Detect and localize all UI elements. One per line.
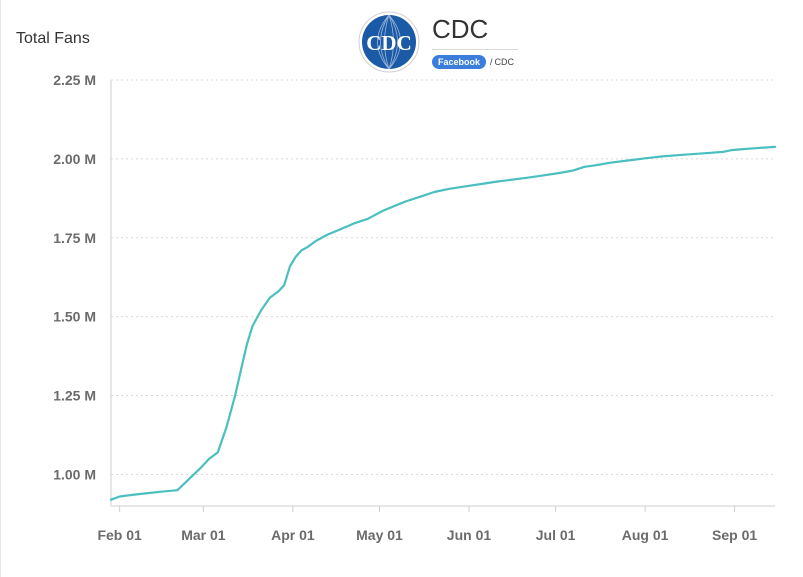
x-tick-label: Aug 01: [622, 527, 669, 543]
tick-label-layer: 1.00 M 1.25 M 1.50 M 1.75 M 2.00 M 2.25 M Feb …: [53, 72, 757, 543]
network-line: Facebook / CDC: [432, 55, 514, 69]
y-tick-label: 2.00 M: [53, 151, 96, 167]
axis-layer: [110, 80, 775, 512]
logo-text: CDC: [366, 31, 412, 55]
x-tick-label: May 01: [356, 527, 403, 543]
grid-layer: [111, 79, 775, 475]
x-tick-label: Feb 01: [97, 527, 142, 543]
profile-handle: CDC: [494, 57, 515, 67]
x-tick-label: Sep 01: [712, 527, 757, 543]
y-tick-label: 1.25 M: [53, 388, 96, 404]
y-tick-label: 1.75 M: [53, 230, 96, 246]
x-tick-label: Mar 01: [181, 527, 226, 543]
y-tick-label: 1.50 M: [53, 309, 96, 325]
series-line-total-fans[interactable]: [109, 145, 777, 501]
series-layer: [109, 145, 777, 501]
network-separator: /: [490, 57, 493, 67]
y-tick-label: 2.25 M: [53, 72, 96, 88]
cdc-logo: CDC: [358, 11, 420, 73]
profile-name-underline: [432, 49, 518, 50]
x-tick-label: Apr 01: [271, 527, 315, 543]
left-border: [0, 0, 1, 577]
x-tick-label: Jul 01: [536, 527, 576, 543]
profile-name: CDC: [432, 14, 489, 44]
y-tick-label: 1.00 M: [53, 466, 96, 482]
x-tick-label: Jun 01: [447, 527, 492, 543]
chart-title: Total Fans: [16, 30, 90, 47]
facebook-badge[interactable]: Facebook: [432, 55, 487, 69]
